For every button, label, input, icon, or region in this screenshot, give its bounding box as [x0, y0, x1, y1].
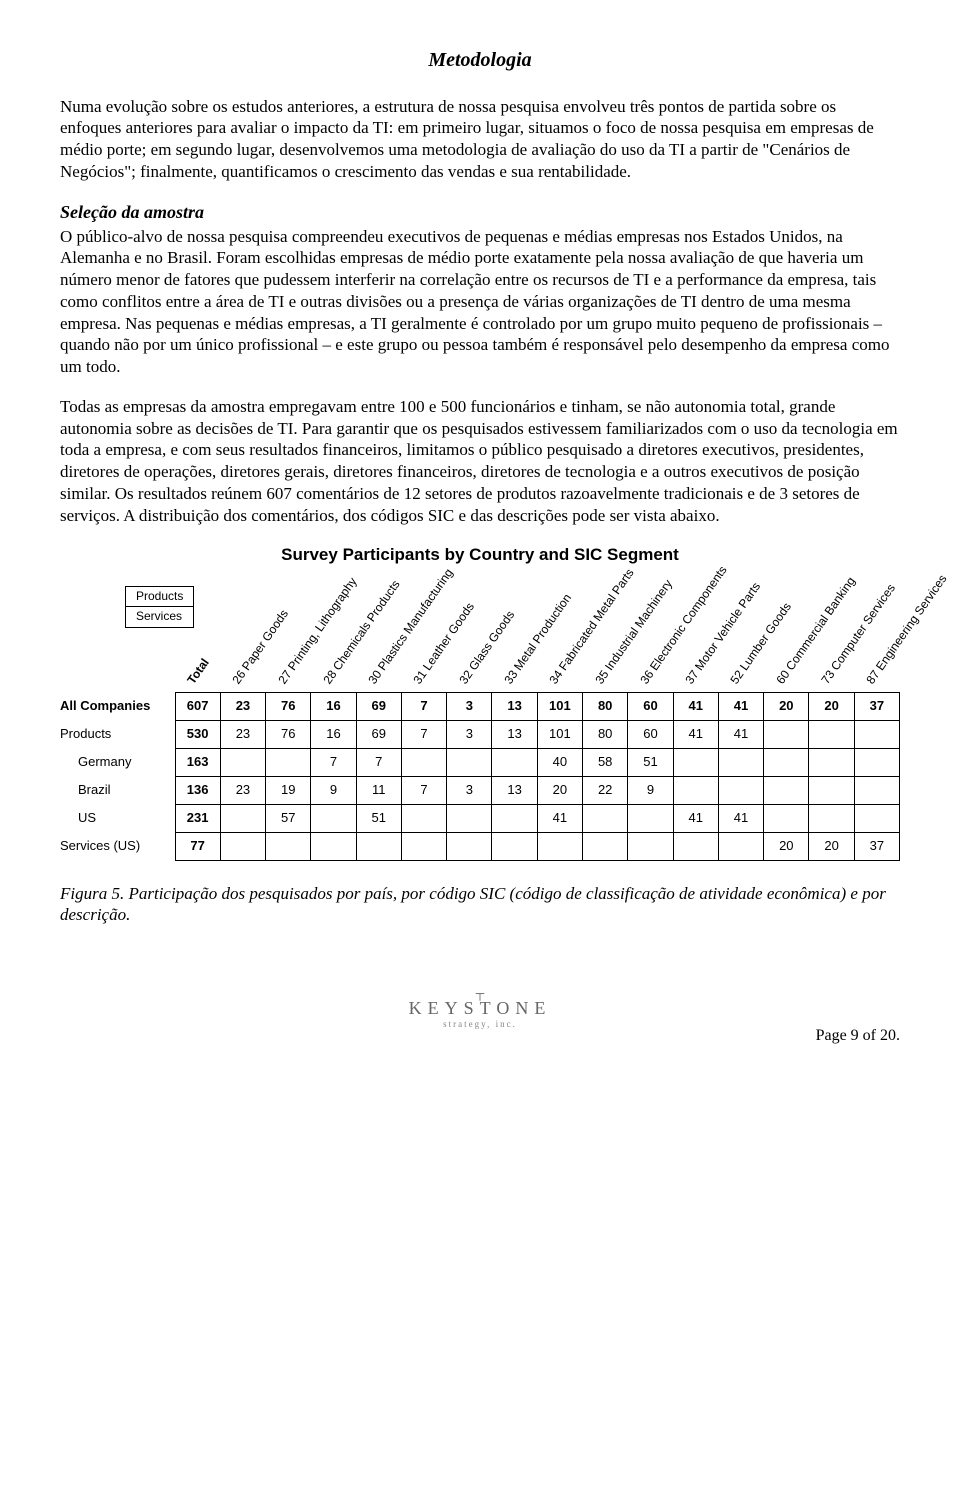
footer-logo: KEYSTONE: [60, 997, 900, 1020]
page-title: Metodologia: [60, 48, 900, 74]
row-all-companies: All Companies 607 2376166973131018060414…: [60, 692, 900, 720]
paragraph-selecao-2: Todas as empresas da amostra empregavam …: [60, 396, 900, 527]
row-germany: Germany 163 77405851: [60, 748, 900, 776]
row-us: US 231 5751414141: [60, 804, 900, 832]
row-services-us: Services (US) 77 202037: [60, 832, 900, 860]
paragraph-intro: Numa evolução sobre os estudos anteriore…: [60, 96, 900, 183]
legend: Products Services: [125, 586, 194, 628]
heading-selecao: Seleção da amostra: [60, 201, 900, 224]
legend-products: Products: [126, 587, 193, 606]
page-footer: ┬ KEYSTONE strategy, inc. Page 9 of 20.: [60, 986, 900, 1046]
survey-table-wrap: Products Services Total 26 Paper Goods 2…: [60, 574, 900, 861]
col-26: 26 Paper Goods: [220, 574, 265, 692]
paragraph-selecao-1: O público-alvo de nossa pesquisa compree…: [60, 226, 900, 378]
chart-title: Survey Participants by Country and SIC S…: [60, 544, 900, 566]
row-brazil: Brazil 136 2319911731320229: [60, 776, 900, 804]
figure-caption: Figura 5. Participação dos pesquisados p…: [60, 883, 900, 927]
page-number: Page 9 of 20.: [816, 1026, 900, 1046]
legend-services: Services: [126, 606, 193, 626]
row-products: Products 530 23761669731310180604141: [60, 720, 900, 748]
footer-logo-sub: strategy, inc.: [60, 1019, 900, 1031]
